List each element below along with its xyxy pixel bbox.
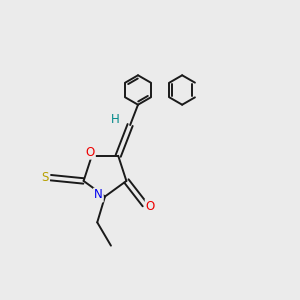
Text: O: O <box>146 200 155 213</box>
Text: O: O <box>85 146 95 159</box>
Text: H: H <box>110 112 119 126</box>
Text: N: N <box>94 188 103 202</box>
Text: S: S <box>42 171 49 184</box>
